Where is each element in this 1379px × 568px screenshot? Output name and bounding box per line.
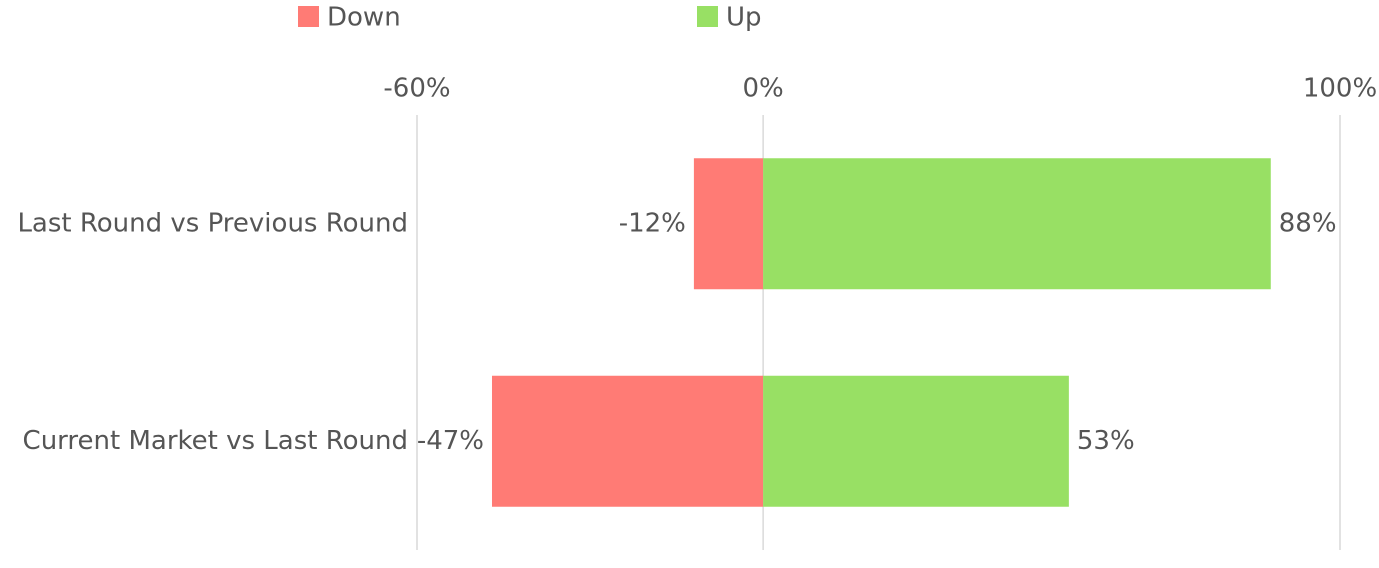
bar: [763, 158, 1271, 290]
bar: [693, 158, 764, 290]
legend-swatch: [697, 6, 718, 27]
y-tick-label: Last Round vs Previous Round: [17, 208, 408, 238]
x-tick-label: 100%: [1303, 74, 1377, 104]
x-tick-label: -60%: [383, 74, 450, 104]
bar: [763, 375, 1069, 507]
bar: [491, 375, 764, 507]
legend-label: Down: [327, 3, 401, 33]
legend-swatch: [298, 6, 319, 27]
x-tick-label: 0%: [743, 74, 784, 104]
value-label: -12%: [619, 208, 686, 238]
y-tick-label: Current Market vs Last Round: [23, 426, 408, 456]
value-label: 88%: [1279, 208, 1337, 238]
value-label: 53%: [1077, 426, 1135, 456]
legend-label: Up: [726, 3, 762, 33]
value-label: -47%: [417, 426, 484, 456]
